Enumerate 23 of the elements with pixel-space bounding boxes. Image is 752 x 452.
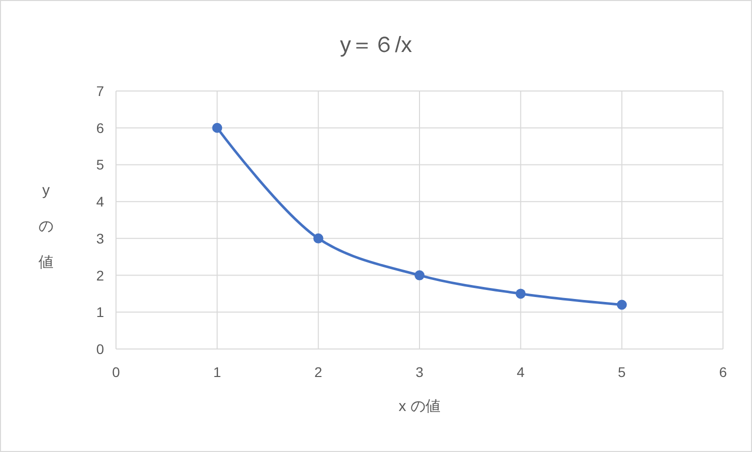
point (212, 122, 222, 133)
y-tick-label: 0 (96, 341, 104, 357)
y-tick-label: 6 (96, 120, 104, 136)
x-tick-label: 3 (416, 364, 424, 380)
x-tick-label: 6 (719, 364, 728, 380)
y-tick-label: 4 (96, 194, 104, 210)
point (414, 270, 424, 280)
point (616, 300, 627, 310)
text: yの値 (38, 182, 54, 271)
y-tick-label: 1 (96, 304, 104, 320)
point (313, 233, 324, 244)
x-tick-label: 5 (618, 364, 626, 380)
x-tick-label: 2 (314, 364, 322, 380)
x-tick-label: 4 (516, 364, 525, 380)
y-tick-label: 2 (96, 267, 104, 284)
y-tick-label: 3 (96, 230, 104, 246)
x-tick-label: 0 (112, 364, 120, 380)
x-axis-title: x の値 (398, 398, 440, 415)
y-tick-label: 5 (96, 156, 104, 173)
x-tick-label: 1 (213, 364, 222, 380)
y-tick-label: 7 (96, 83, 104, 99)
chart-title: y＝６/x (340, 32, 412, 57)
point (516, 288, 526, 299)
